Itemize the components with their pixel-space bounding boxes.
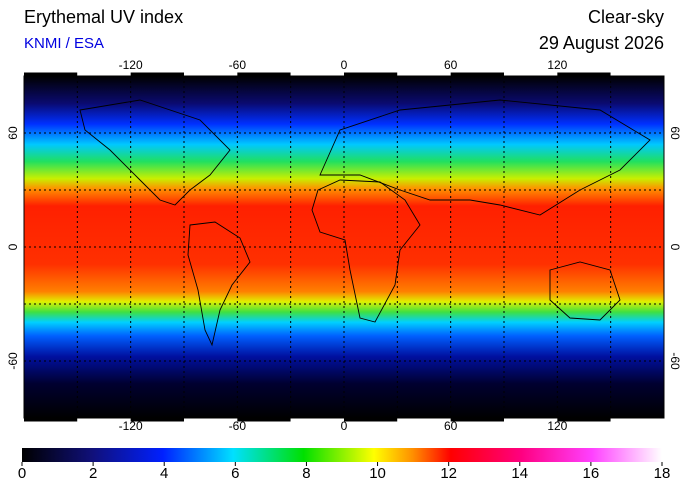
lon-label: 60 (444, 58, 458, 72)
south-america (187, 221, 251, 347)
colorbar-label: 0 (18, 465, 26, 482)
lon-label: 0 (341, 419, 348, 433)
colorbar (22, 448, 662, 462)
colorbar-label: 18 (654, 465, 671, 482)
colorbar-label: 14 (511, 465, 528, 482)
colorbar-label: 4 (160, 465, 168, 482)
australia (549, 261, 621, 321)
lon-label: 0 (341, 58, 348, 72)
lon-label: 120 (547, 419, 567, 433)
lon-label: -120 (119, 58, 143, 72)
condition: Clear-sky (588, 7, 664, 27)
lat-label: 0 (6, 243, 20, 250)
date: 29 August 2026 (539, 33, 664, 53)
colorbar-label: 10 (369, 465, 386, 482)
colorbar-label: 8 (302, 465, 310, 482)
lon-label: -120 (119, 419, 143, 433)
lon-label: -60 (229, 419, 247, 433)
north-america (79, 99, 231, 206)
lat-label: -60 (668, 352, 682, 370)
lon-label: -60 (229, 58, 247, 72)
lon-label: 60 (444, 419, 458, 433)
source: KNMI / ESA (24, 35, 104, 52)
lat-label: 0 (668, 244, 682, 251)
title: Erythemal UV index (24, 7, 183, 27)
colorbar-label: 16 (583, 465, 600, 482)
lat-label: 60 (668, 126, 682, 140)
lat-label: -60 (6, 352, 20, 370)
colorbar-label: 12 (440, 465, 457, 482)
lon-label: 120 (547, 58, 567, 72)
colorbar-label: 2 (89, 465, 97, 482)
lat-label: 60 (6, 126, 20, 140)
colorbar-label: 6 (231, 465, 239, 482)
